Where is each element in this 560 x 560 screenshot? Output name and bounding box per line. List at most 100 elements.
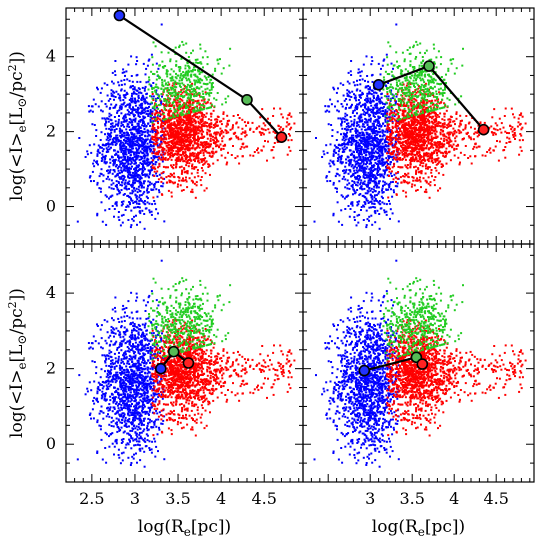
blue-point <box>347 172 350 175</box>
blue-point <box>368 155 371 158</box>
red-point <box>170 164 172 167</box>
red-point <box>155 112 158 115</box>
red-point <box>184 128 187 131</box>
red-point <box>224 156 227 159</box>
blue-point <box>382 59 385 62</box>
blue-point <box>124 209 127 211</box>
blue-point <box>118 172 121 175</box>
red-point <box>173 137 176 140</box>
red-point <box>157 127 160 129</box>
blue-point <box>345 168 348 171</box>
blue-point <box>360 142 363 144</box>
blue-point <box>358 174 361 177</box>
red-point <box>174 145 176 148</box>
blue-point <box>139 190 141 193</box>
red-point <box>269 122 271 125</box>
red-point <box>213 124 215 127</box>
blue-point <box>367 85 370 87</box>
blue-point <box>136 137 139 140</box>
blue-point <box>381 189 383 192</box>
red-point <box>186 149 189 151</box>
blue-point <box>139 198 142 200</box>
red-point <box>167 158 170 160</box>
blue-point <box>365 197 368 200</box>
blue-point <box>359 162 362 165</box>
red-point <box>180 136 183 139</box>
blue-point <box>344 138 347 141</box>
red-point <box>195 155 198 158</box>
red-point <box>167 141 170 144</box>
blue-point <box>150 53 153 56</box>
green-point <box>151 86 154 89</box>
red-point <box>182 119 185 122</box>
blue-point <box>358 118 361 121</box>
blue-point <box>377 138 380 141</box>
red-point <box>165 103 168 105</box>
blue-point <box>101 220 104 223</box>
blue-point <box>149 181 151 184</box>
green-point <box>194 91 197 94</box>
red-point <box>286 117 289 120</box>
blue-point <box>139 212 142 215</box>
red-point <box>158 118 161 121</box>
blue-point <box>336 190 338 193</box>
green-point <box>193 94 196 97</box>
red-point <box>202 122 205 125</box>
green-point <box>149 114 152 117</box>
blue-point <box>339 117 342 120</box>
blue-point <box>158 173 161 176</box>
blue-point <box>104 123 107 126</box>
red-point <box>186 137 189 140</box>
blue-point <box>388 108 391 111</box>
blue-point <box>337 158 340 161</box>
blue-point <box>134 160 137 163</box>
blue-point <box>358 162 361 165</box>
blue-point <box>147 115 150 117</box>
red-point <box>261 108 264 111</box>
green-point <box>169 73 172 76</box>
green-point <box>204 50 207 53</box>
blue-point <box>369 151 372 154</box>
blue-point <box>150 189 153 191</box>
blue-point <box>367 202 370 204</box>
red-point <box>274 132 277 134</box>
blue-point <box>149 171 152 174</box>
blue-point <box>378 168 381 171</box>
blue-point <box>363 183 366 186</box>
blue-point <box>133 186 136 189</box>
blue-point <box>139 180 142 183</box>
blue-point <box>130 108 133 111</box>
blue-point <box>91 105 94 108</box>
blue-point <box>141 86 144 89</box>
red-point <box>187 123 190 126</box>
blue-point <box>365 226 368 229</box>
green-point <box>194 81 197 84</box>
blue-point <box>356 149 359 152</box>
blue-point <box>382 175 385 178</box>
blue-point <box>132 175 135 178</box>
blue-point <box>129 97 132 100</box>
red-point <box>201 159 204 162</box>
blue-point <box>139 91 142 94</box>
blue-point <box>373 91 375 94</box>
red-point <box>179 147 182 150</box>
red-point <box>162 171 165 173</box>
blue-point <box>374 176 377 179</box>
green-point <box>182 76 185 79</box>
blue-point <box>144 73 147 76</box>
blue-point <box>122 68 125 71</box>
blue-point <box>361 103 364 106</box>
red-point <box>194 125 197 128</box>
blue-point <box>380 67 382 70</box>
red-point <box>155 152 158 155</box>
blue-point <box>137 106 139 109</box>
red-point <box>175 140 178 143</box>
blue-point <box>133 174 136 177</box>
blue-point <box>350 60 353 62</box>
blue-point <box>370 147 373 150</box>
blue-point <box>340 209 343 212</box>
red-point <box>167 150 170 152</box>
blue-point <box>368 118 371 121</box>
blue-point <box>120 122 123 125</box>
blue-point <box>362 155 365 158</box>
